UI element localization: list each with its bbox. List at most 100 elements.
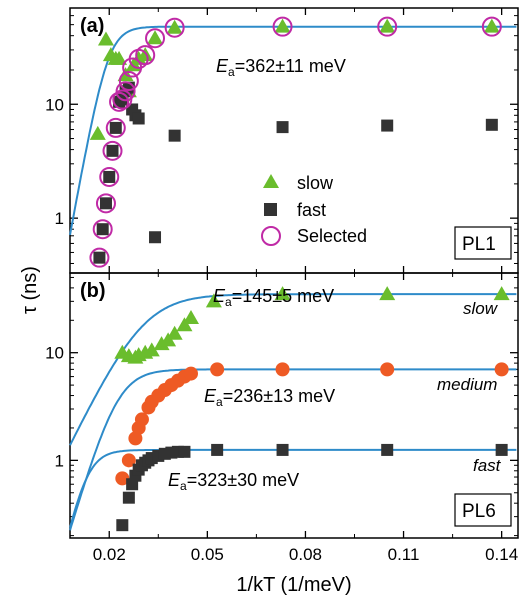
fast-point [106, 144, 119, 157]
selected-point [89, 247, 110, 268]
selected-point [164, 17, 185, 38]
panel-a: 1 10 (a) Ea=362±11 meV slow fast Selected… [45, 7, 519, 274]
selected-point [118, 71, 139, 92]
medium-point [494, 362, 509, 377]
fast-point [126, 478, 139, 491]
panel-b-box-label-frame [454, 493, 512, 527]
panel-b-data-marks [114, 286, 510, 532]
panel-b-slow-tag: slow [463, 299, 499, 318]
fit-curve [69, 368, 517, 531]
slow-point [89, 125, 106, 140]
panel-a-fit-lines [69, 25, 517, 236]
fast-point [381, 443, 394, 456]
panel-b-fast-tag: fast [473, 456, 502, 475]
legend-slow-marker [263, 174, 279, 188]
selected-point [135, 45, 156, 66]
medium-point [275, 362, 290, 377]
panel-b-medium-tag: medium [437, 375, 497, 394]
selected-point [115, 81, 136, 102]
medium-point [134, 412, 149, 427]
x-tick-label: 0.02 [93, 545, 126, 564]
panel-b-tag: (b) [80, 280, 106, 302]
medium-point [210, 362, 225, 377]
panel-b-ea-medium-label: Ea=236±13 meV [204, 386, 335, 409]
panel-a-ticks: 1 10 [45, 8, 518, 273]
slow-point [274, 18, 291, 33]
x-tick-label: 0.11 [388, 545, 420, 564]
panel-b-ticks: 0.02 0.05 0.08 0.11 0.14 1 10 [45, 273, 518, 564]
panel-a-tag: (a) [80, 15, 104, 37]
medium-point [121, 453, 136, 468]
panel-b-fit-lines [69, 293, 517, 531]
legend-fast-label: fast [297, 200, 326, 220]
fast-point [495, 443, 508, 456]
fast-point [99, 197, 112, 210]
x-axis-label: 1/kT (1/meV) [236, 574, 351, 596]
slow-point [483, 18, 500, 33]
fast-point [211, 443, 224, 456]
panel-b-ea-fast-label: Ea=323±30 meV [168, 470, 299, 493]
fast-point [178, 445, 191, 458]
fit-curve [69, 293, 517, 446]
fast-point [116, 519, 129, 532]
panel-a-legend: slow fast Selected [261, 173, 367, 246]
slow-point [379, 18, 396, 33]
fast-point [96, 223, 109, 236]
medium-point [115, 471, 130, 486]
legend-selected-marker [261, 226, 281, 246]
legend-selected-label: Selected [297, 226, 367, 246]
panel-a-box-label: PL1 [462, 234, 496, 255]
fast-point [132, 112, 145, 125]
selected-point [95, 193, 116, 214]
fast-point [381, 119, 394, 132]
fast-point [276, 121, 289, 134]
fast-point [485, 118, 498, 131]
y-axis-label: τ (ns) [19, 266, 41, 314]
panel-a-frame [69, 7, 519, 274]
selected-point [102, 140, 123, 161]
selected-point [272, 16, 293, 37]
slow-point [97, 31, 114, 46]
slow-point [111, 50, 128, 65]
fast-point [149, 231, 162, 244]
fit-curve [69, 448, 517, 529]
slow-point [182, 310, 199, 325]
slow-point [143, 342, 160, 357]
x-tick-label: 0.14 [485, 545, 518, 564]
selected-point [481, 16, 502, 37]
slow-point [147, 30, 164, 45]
y-tick-label: 1 [55, 451, 64, 470]
slow-point [153, 336, 170, 351]
medium-point [183, 366, 198, 381]
selected-point [109, 91, 130, 112]
slow-point [166, 19, 183, 34]
y-tick-label: 1 [55, 209, 64, 228]
panel-b: 0.02 0.05 0.08 0.11 0.14 1 10 (b) Ea=145±5 meV… [45, 272, 519, 564]
selected-point [99, 166, 120, 187]
fast-point [168, 129, 181, 142]
selected-point [92, 219, 113, 240]
slow-point [274, 286, 291, 301]
fast-point [122, 491, 135, 504]
fast-point [93, 251, 106, 264]
slow-point [493, 286, 510, 301]
fast-point [103, 170, 116, 183]
slow-point [130, 50, 147, 65]
fast-point [109, 121, 122, 134]
panel-b-frame [69, 272, 519, 539]
medium-point [380, 362, 395, 377]
selected-point [112, 89, 133, 110]
panel-b-ea-slow-label: Ea=145±5 meV [213, 286, 334, 309]
y-tick-label: 10 [45, 95, 64, 114]
panel-a-data-marks [89, 16, 502, 268]
panel-a-box-label-frame [454, 226, 512, 260]
slow-point [379, 286, 396, 301]
x-tick-label: 0.08 [289, 545, 322, 564]
panel-b-box-label: PL6 [462, 501, 496, 522]
legend-fast-marker [264, 203, 277, 216]
slow-point [166, 325, 183, 340]
x-tick-label: 0.05 [191, 545, 224, 564]
selected-point [145, 28, 166, 49]
fit-curve [69, 25, 517, 236]
